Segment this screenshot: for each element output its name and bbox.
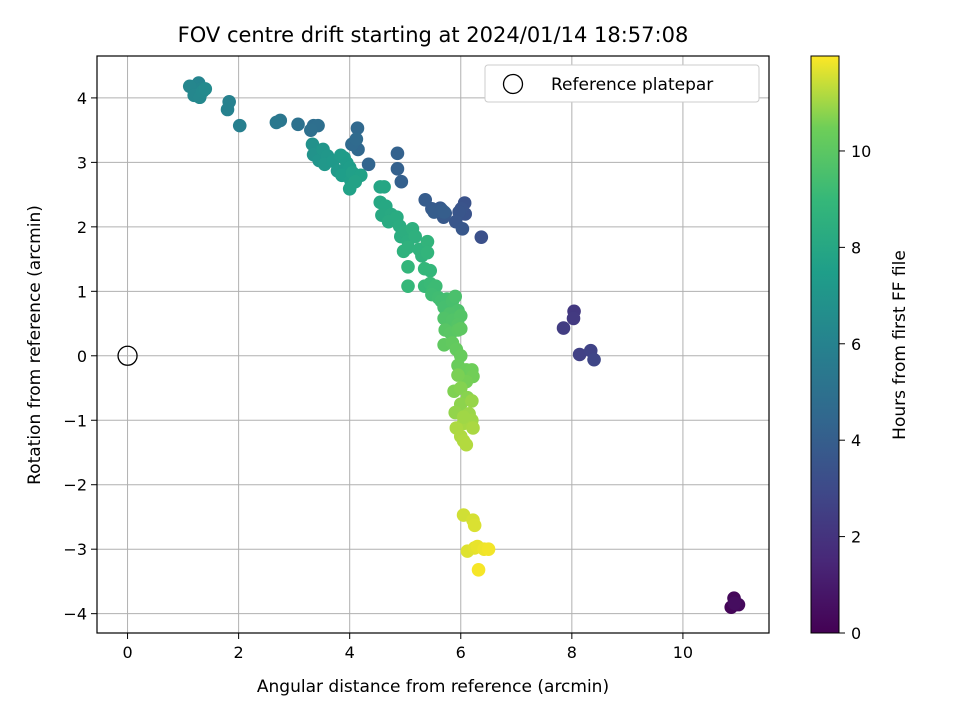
x-tick-label: 4 xyxy=(345,643,355,662)
data-point xyxy=(291,117,305,132)
legend: Reference platepar xyxy=(484,64,760,103)
colorbar-tick-label: 0 xyxy=(851,624,861,643)
data-point xyxy=(390,162,405,176)
legend-label: Reference platepar xyxy=(551,75,713,95)
data-point xyxy=(361,157,376,172)
x-axis-label: Angular distance from reference (arcmin) xyxy=(257,677,609,697)
data-points xyxy=(117,76,746,615)
y-tick-label: −4 xyxy=(63,605,87,624)
data-point xyxy=(401,260,415,274)
y-tick-label: 0 xyxy=(77,347,87,366)
grid xyxy=(97,56,769,633)
data-point xyxy=(471,563,486,577)
data-point xyxy=(305,137,320,152)
data-point xyxy=(572,347,587,362)
y-axis-label: Rotation from reference (arcmin) xyxy=(25,205,45,485)
colorbar-label: Hours from first FF file xyxy=(890,250,910,440)
x-tick-label: 10 xyxy=(673,643,693,662)
x-tick-label: 6 xyxy=(456,643,466,662)
data-point xyxy=(348,174,363,189)
data-point xyxy=(418,192,433,207)
data-point xyxy=(232,118,247,133)
colorbar: 0 2 4 6 8 10 Hours from first FF file xyxy=(810,55,910,643)
data-point xyxy=(466,421,480,435)
data-point xyxy=(556,321,571,335)
y-axis-ticks: −4 −3 −2 −1 0 1 2 3 4 xyxy=(63,89,97,624)
colorbar-tick-label: 6 xyxy=(851,335,861,354)
colorbar-tick-label: 10 xyxy=(851,142,871,161)
y-tick-label: 2 xyxy=(77,218,87,237)
reference-marker xyxy=(117,345,138,366)
plot-frame xyxy=(96,55,770,634)
data-point xyxy=(423,263,438,278)
data-point xyxy=(220,102,235,117)
colorbar-tick-label: 2 xyxy=(851,528,861,547)
data-point xyxy=(451,368,465,382)
data-point xyxy=(401,240,415,255)
data-point xyxy=(455,221,470,236)
colorbar-gradient xyxy=(810,55,840,634)
x-tick-label: 2 xyxy=(234,643,244,662)
y-tick-label: 1 xyxy=(77,282,87,301)
colorbar-tick-label: 8 xyxy=(851,238,861,257)
x-tick-label: 8 xyxy=(567,643,577,662)
data-point xyxy=(453,381,468,395)
y-tick-label: −1 xyxy=(63,411,87,430)
data-point xyxy=(727,596,742,611)
data-point xyxy=(459,437,474,452)
colorbar-ticks: 0 2 4 6 8 10 xyxy=(839,142,871,643)
data-point xyxy=(587,352,601,367)
data-point xyxy=(401,279,415,293)
data-point xyxy=(465,394,479,408)
data-point xyxy=(377,180,391,194)
data-point xyxy=(437,205,451,219)
data-point xyxy=(350,121,365,136)
legend-box xyxy=(484,64,760,103)
data-point xyxy=(198,82,213,96)
data-point xyxy=(420,234,435,249)
data-point xyxy=(474,230,489,244)
data-point xyxy=(420,245,435,260)
data-point xyxy=(448,289,463,304)
data-point xyxy=(349,132,364,146)
data-point xyxy=(304,123,318,137)
x-axis-ticks: 0 2 4 6 8 10 xyxy=(122,633,693,662)
chart-title: FOV centre drift starting at 2024/01/14 … xyxy=(178,23,689,47)
data-point xyxy=(390,146,405,161)
y-tick-label: 3 xyxy=(77,153,87,172)
data-point xyxy=(566,311,581,326)
data-point xyxy=(394,174,409,189)
y-tick-label: 4 xyxy=(77,89,87,108)
data-point xyxy=(467,518,482,533)
data-point xyxy=(481,542,496,556)
y-tick-label: −2 xyxy=(63,476,87,495)
x-tick-label: 0 xyxy=(122,643,132,662)
y-tick-label: −3 xyxy=(63,540,87,559)
data-point xyxy=(453,321,468,336)
legend-marker-circle-icon xyxy=(502,73,524,95)
colorbar-tick-label: 4 xyxy=(851,431,861,450)
data-point xyxy=(408,229,423,244)
data-point xyxy=(269,115,284,130)
data-point xyxy=(456,410,471,424)
